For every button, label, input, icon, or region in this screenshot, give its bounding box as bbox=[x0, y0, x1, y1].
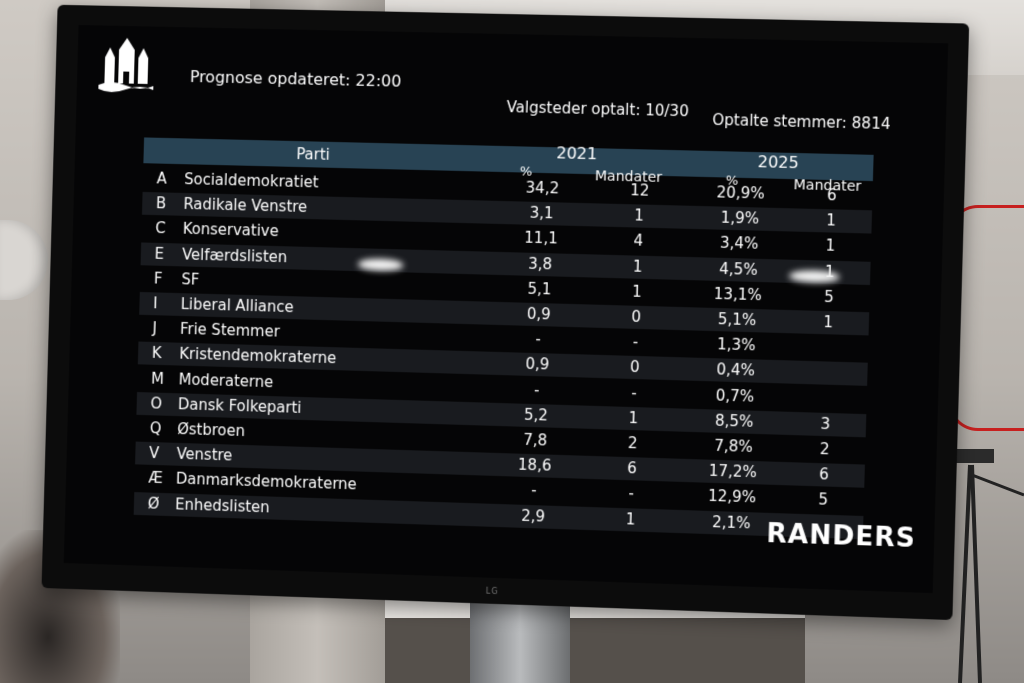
pct-2025: 1,9% bbox=[709, 208, 770, 228]
mandater-2021: 1 bbox=[603, 408, 664, 428]
pct-2025: 3,4% bbox=[709, 234, 770, 254]
randers-brand-logo: RANDERS bbox=[766, 519, 916, 554]
pct-2025: 8,5% bbox=[704, 411, 765, 431]
results-table: A Socialdemokratiet 34,2 12 20,9% 6 B Radikale … bbox=[79, 25, 949, 43]
year-2021: 2021 bbox=[556, 143, 597, 163]
mandater-2025: 5 bbox=[803, 287, 854, 307]
party-letter: E bbox=[154, 244, 164, 262]
party-name: Venstre bbox=[176, 445, 232, 465]
mandater-2025: 1 bbox=[805, 211, 856, 230]
mandater-2025: 1 bbox=[805, 236, 856, 255]
pct-2025: 17,2% bbox=[702, 462, 763, 482]
castle-logo-icon bbox=[96, 35, 156, 94]
mandater-2025 bbox=[801, 389, 852, 391]
mandater-2021: 1 bbox=[607, 282, 668, 302]
pct-2025: 1,3% bbox=[706, 335, 767, 355]
mandater-2021: 0 bbox=[606, 307, 667, 327]
year-2025: 2025 bbox=[757, 152, 799, 172]
pct-2025: 13,1% bbox=[707, 284, 768, 304]
pct-2025: 20,9% bbox=[710, 183, 771, 203]
pct-2021: 3,8 bbox=[515, 254, 566, 273]
party-name: Konservative bbox=[183, 220, 279, 240]
party-name: Socialdemokratiet bbox=[184, 170, 319, 191]
mandater-2021: - bbox=[604, 383, 665, 403]
wall-lamp bbox=[0, 220, 48, 300]
valgsteder-label: Valgsteder optalt: 10/30 bbox=[506, 98, 689, 120]
party-name: Liberal Alliance bbox=[181, 295, 294, 316]
pct-2021: 34,2 bbox=[517, 178, 568, 197]
party-letter: V bbox=[149, 444, 160, 462]
mandater-2021: 4 bbox=[608, 231, 669, 251]
party-name: Enhedslisten bbox=[175, 495, 270, 516]
prognose-label: Prognose opdateret: 22:00 bbox=[190, 67, 402, 91]
party-letter: Q bbox=[150, 419, 162, 437]
party-letter: K bbox=[152, 344, 162, 362]
pct-2025: 2,1% bbox=[701, 512, 762, 532]
tv-monitor: Prognose opdateret: 22:00 Valgsteder opt… bbox=[42, 5, 970, 620]
mandater-2025 bbox=[802, 338, 853, 339]
mandater-2021: 1 bbox=[607, 256, 668, 276]
party-name: Østbroen bbox=[177, 420, 245, 440]
pct-2025: 12,9% bbox=[702, 487, 763, 507]
pct-2025: 0,4% bbox=[705, 360, 766, 380]
mandater-2021: 1 bbox=[609, 206, 670, 226]
mandater-2025: 1 bbox=[803, 312, 854, 332]
pct-2021: 3,1 bbox=[516, 204, 567, 223]
mandater-2025 bbox=[802, 363, 853, 364]
pct-2021: 11,1 bbox=[516, 229, 567, 248]
mandater-2021: 1 bbox=[600, 509, 661, 529]
party-letter: A bbox=[156, 169, 167, 187]
pct-2021: - bbox=[513, 330, 564, 349]
party-name: Moderaterne bbox=[178, 370, 273, 391]
col-parti: Parti bbox=[296, 145, 330, 164]
mandater-2021: - bbox=[605, 332, 666, 352]
mandater-2025: 6 bbox=[806, 186, 857, 205]
pct-2021: 7,8 bbox=[510, 430, 561, 450]
mandater-2021: - bbox=[601, 484, 662, 504]
pct-2021: 0,9 bbox=[512, 355, 563, 374]
party-letter: M bbox=[151, 369, 164, 387]
party-name: Dansk Folkeparti bbox=[178, 395, 302, 417]
election-screen: Prognose opdateret: 22:00 Valgsteder opt… bbox=[64, 25, 948, 593]
party-name: Danmarksdemokraterne bbox=[176, 470, 357, 494]
party-letter: Æ bbox=[148, 469, 163, 487]
mandater-2025 bbox=[797, 515, 848, 517]
pct-2025: 0,7% bbox=[704, 386, 765, 406]
pct-2021: 5,1 bbox=[514, 279, 565, 298]
mandater-2025: 5 bbox=[798, 490, 849, 510]
mandater-2025: 2 bbox=[799, 439, 850, 459]
pct-2021: - bbox=[512, 380, 563, 400]
mandater-2025: 3 bbox=[800, 414, 851, 434]
party-name: Kristendemokraterne bbox=[179, 345, 336, 367]
pct-2025: 5,1% bbox=[706, 310, 767, 330]
pct-2021: 0,9 bbox=[514, 304, 565, 323]
party-letter: I bbox=[153, 294, 158, 312]
pct-2021: 5,2 bbox=[511, 405, 562, 425]
party-name: SF bbox=[181, 270, 199, 288]
party-letter: O bbox=[150, 394, 162, 412]
mandater-2021: 0 bbox=[604, 357, 665, 377]
stemmer-label: Optalte stemmer: 8814 bbox=[712, 111, 891, 133]
mandater-2021: 6 bbox=[602, 458, 663, 478]
mandater-2021: 12 bbox=[609, 181, 670, 201]
party-letter: B bbox=[156, 194, 167, 212]
pct-2025: 7,8% bbox=[703, 436, 764, 456]
party-letter: C bbox=[155, 219, 166, 237]
party-letter: F bbox=[154, 269, 163, 287]
tripod bbox=[950, 445, 1024, 683]
party-letter: Ø bbox=[147, 494, 159, 512]
pct-2021: 2,9 bbox=[508, 506, 559, 526]
mandater-2025: 6 bbox=[798, 465, 849, 485]
party-name: Radikale Venstre bbox=[183, 195, 307, 216]
party-letter: J bbox=[152, 319, 157, 337]
pct-2021: - bbox=[509, 481, 560, 501]
pct-2021: 18,6 bbox=[509, 456, 560, 476]
pct-2025: 4,5% bbox=[708, 259, 769, 279]
mandater-2021: 2 bbox=[602, 433, 663, 453]
party-name: Velfærdslisten bbox=[182, 245, 288, 266]
lg-tv-logo: LG bbox=[486, 587, 499, 596]
party-name: Frie Stemmer bbox=[180, 320, 280, 341]
